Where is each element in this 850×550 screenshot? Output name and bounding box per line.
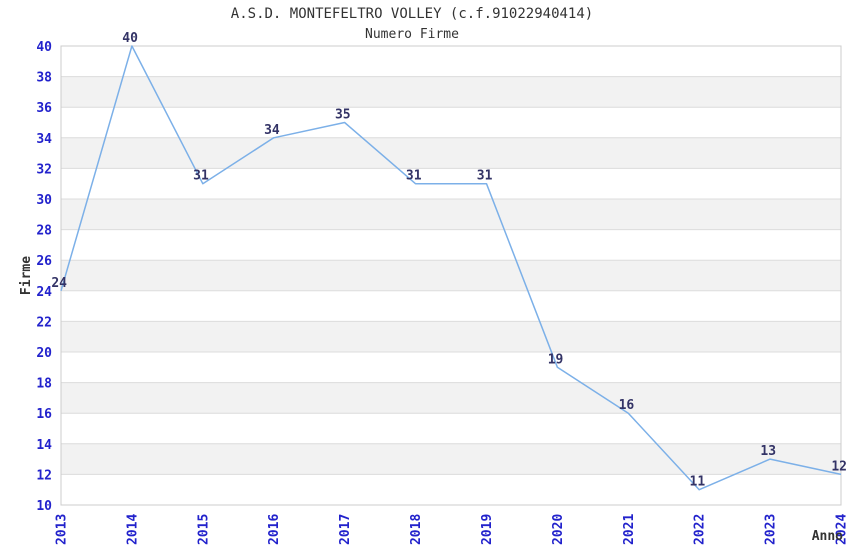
x-tick-label: 2014 xyxy=(125,514,140,545)
data-point-label: 12 xyxy=(831,459,847,474)
x-tick-label: 2015 xyxy=(196,514,211,545)
x-tick-label: 2019 xyxy=(480,514,495,545)
x-tick-label: 2022 xyxy=(693,514,708,545)
data-point-label: 31 xyxy=(406,169,422,184)
y-tick-label: 10 xyxy=(36,499,52,514)
plot-band xyxy=(61,443,841,475)
series-line xyxy=(60,45,842,491)
plot-band xyxy=(61,199,841,230)
plot-border xyxy=(60,45,842,506)
y-tick-label: 14 xyxy=(36,438,52,453)
data-point-label: 40 xyxy=(122,31,138,46)
x-tick-label: 2017 xyxy=(338,514,353,545)
y-axis-title: Firme xyxy=(19,256,34,295)
x-tick-label: 2013 xyxy=(55,514,70,545)
chart-subtitle: Numero Firme xyxy=(365,27,459,42)
data-point-label: 16 xyxy=(619,398,635,413)
y-tick-label: 36 xyxy=(36,101,52,116)
x-tick-label: 2021 xyxy=(622,514,637,545)
plot-band xyxy=(61,137,841,169)
y-tick-label: 22 xyxy=(36,315,52,330)
x-tick-label: 2023 xyxy=(764,514,779,545)
y-tick-label: 40 xyxy=(36,40,52,55)
x-tick-label: 2016 xyxy=(267,514,282,545)
data-point-label: 31 xyxy=(477,169,493,184)
data-point-label: 31 xyxy=(193,169,209,184)
plot-band xyxy=(61,76,841,108)
chart-title: A.S.D. MONTEFELTRO VOLLEY (c.f.910229404… xyxy=(230,6,594,22)
data-point-label: 35 xyxy=(335,108,351,123)
x-tick-label: 2018 xyxy=(409,514,424,545)
y-tick-label: 12 xyxy=(36,468,52,483)
y-tick-label: 34 xyxy=(36,132,52,147)
plot-band xyxy=(61,382,841,414)
plot-band xyxy=(61,260,841,291)
data-point-label: 13 xyxy=(760,444,776,459)
data-point-label: 19 xyxy=(548,352,564,367)
plot-band xyxy=(61,321,841,352)
x-tick-label: 2024 xyxy=(835,514,850,545)
y-tick-label: 28 xyxy=(36,224,52,239)
y-tick-label: 16 xyxy=(36,407,52,422)
x-tick-label: 2020 xyxy=(551,514,566,545)
y-tick-label: 24 xyxy=(36,285,52,300)
x-axis-title: Anno xyxy=(812,529,843,544)
data-point-label: 34 xyxy=(264,123,280,138)
y-tick-label: 26 xyxy=(36,254,52,269)
y-tick-label: 30 xyxy=(36,193,52,208)
y-tick-label: 20 xyxy=(36,346,52,361)
data-point-label: 24 xyxy=(51,276,67,291)
y-tick-label: 18 xyxy=(36,377,52,392)
data-point-label: 11 xyxy=(690,475,706,490)
y-tick-label: 38 xyxy=(36,71,52,86)
y-tick-label: 32 xyxy=(36,162,52,177)
